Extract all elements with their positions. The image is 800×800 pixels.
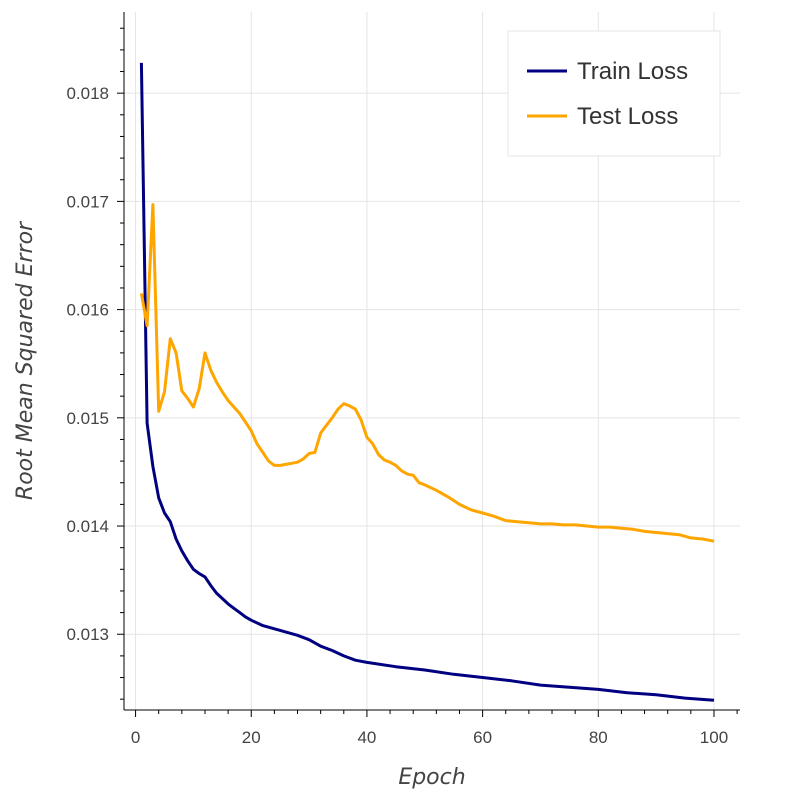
x-tick-label: 60 xyxy=(473,728,492,747)
y-axis-title: Root Mean Squared Error xyxy=(13,220,38,500)
x-axis-title: Epoch xyxy=(398,765,465,790)
y-tick-label: 0.017 xyxy=(66,192,109,211)
x-tick-label: 40 xyxy=(357,728,376,747)
x-tick-label: 80 xyxy=(589,728,608,747)
x-tick-label: 20 xyxy=(242,728,261,747)
series-line-0 xyxy=(139,62,715,702)
series-line-1 xyxy=(139,203,715,543)
legend-box xyxy=(507,30,721,157)
axes: 0 20 40 60 80 100 0.013 0.014 0.015 0.016 0.017 0.0… xyxy=(66,12,740,747)
y-tick-label: 0.018 xyxy=(66,84,109,103)
y-tick-label: 0.014 xyxy=(66,517,109,536)
legend-label-0: Train Loss xyxy=(577,58,688,85)
legend-label-1: Test Loss xyxy=(577,103,678,130)
x-tick-label: 0 xyxy=(131,728,140,747)
series-lines xyxy=(139,62,715,702)
y-tick-label: 0.016 xyxy=(66,301,109,320)
legend: Train Loss Test Loss xyxy=(507,30,721,157)
y-tick-label: 0.015 xyxy=(66,409,109,428)
x-tick-label: 100 xyxy=(700,728,728,747)
y-tick-label: 0.013 xyxy=(66,625,109,644)
